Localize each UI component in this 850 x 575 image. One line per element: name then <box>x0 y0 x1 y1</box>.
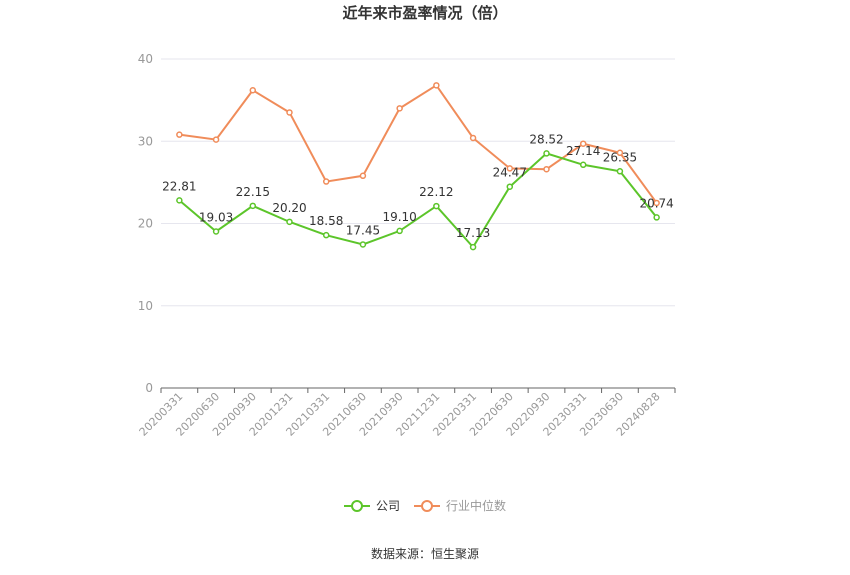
data-point-company <box>249 202 257 210</box>
data-point-industry <box>322 178 330 185</box>
y-tick-label: 10 <box>138 299 153 313</box>
data-point-industry <box>396 105 403 112</box>
data-point-industry <box>286 109 293 116</box>
data-point-company <box>543 150 550 157</box>
data-label-company: 19.03 <box>199 210 233 224</box>
data-point-industry <box>433 82 440 89</box>
data-label-company: 20.74 <box>639 196 673 210</box>
series-line-industry <box>179 83 658 204</box>
y-tick-label: 40 <box>138 52 153 66</box>
data-point-industry <box>616 149 624 157</box>
legend-label-industry: 行业中位数 <box>446 499 507 513</box>
data-point-company <box>469 243 477 251</box>
data-point-company <box>286 218 293 226</box>
data-label-company: 19.10 <box>382 210 416 224</box>
data-label-company: 26.35 <box>603 150 637 164</box>
data-point-industry <box>543 165 550 173</box>
data-point-company <box>506 183 514 190</box>
chart-title: 近年来市盈率情况（倍） <box>342 4 508 22</box>
data-point-company <box>212 228 220 235</box>
source-note: 数据来源：恒生聚源 <box>370 547 479 561</box>
data-label-company: 28.52 <box>529 132 563 146</box>
data-point-industry <box>506 165 514 172</box>
data-point-company <box>653 214 660 221</box>
data-point-industry <box>359 172 367 180</box>
legend-item-company[interactable]: 公司 <box>343 497 400 514</box>
data-label-company: 24.47 <box>493 166 527 180</box>
legend-swatch-company <box>343 499 370 512</box>
legend-swatch-industry <box>414 499 440 512</box>
legend-item-industry[interactable]: 行业中位数 <box>414 497 506 514</box>
y-tick-label: 0 <box>145 381 153 395</box>
data-label-company: 27.14 <box>566 144 600 158</box>
y-tick-label: 20 <box>138 217 153 231</box>
data-label-company: 22.81 <box>162 179 196 193</box>
data-point-industry <box>469 134 477 142</box>
data-point-industry <box>212 136 220 143</box>
series-line-company <box>178 152 658 249</box>
data-point-industry <box>249 87 257 94</box>
data-point-company <box>616 168 624 175</box>
data-point-industry <box>176 131 183 138</box>
data-point-industry <box>653 199 660 207</box>
data-label-company: 18.58 <box>309 214 343 228</box>
data-label-company: 20.20 <box>272 201 306 215</box>
data-label-company: 22.15 <box>236 185 270 199</box>
data-label-company: 22.12 <box>419 185 453 199</box>
data-point-company <box>579 161 587 169</box>
data-point-company <box>359 241 367 248</box>
data-point-company <box>176 197 183 204</box>
legend-label-company: 公司 <box>375 499 400 513</box>
data-point-company <box>322 231 330 239</box>
data-label-company: 17.13 <box>456 226 490 240</box>
y-tick-label: 30 <box>138 134 153 148</box>
data-label-company: 17.45 <box>346 223 380 237</box>
data-point-company <box>396 227 403 235</box>
legend: 公司 行业中位数 <box>0 497 850 514</box>
data-point-company <box>433 202 440 210</box>
line-chart: 0102030402020033120200630202009302020123… <box>137 52 676 439</box>
data-point-industry <box>579 140 587 147</box>
